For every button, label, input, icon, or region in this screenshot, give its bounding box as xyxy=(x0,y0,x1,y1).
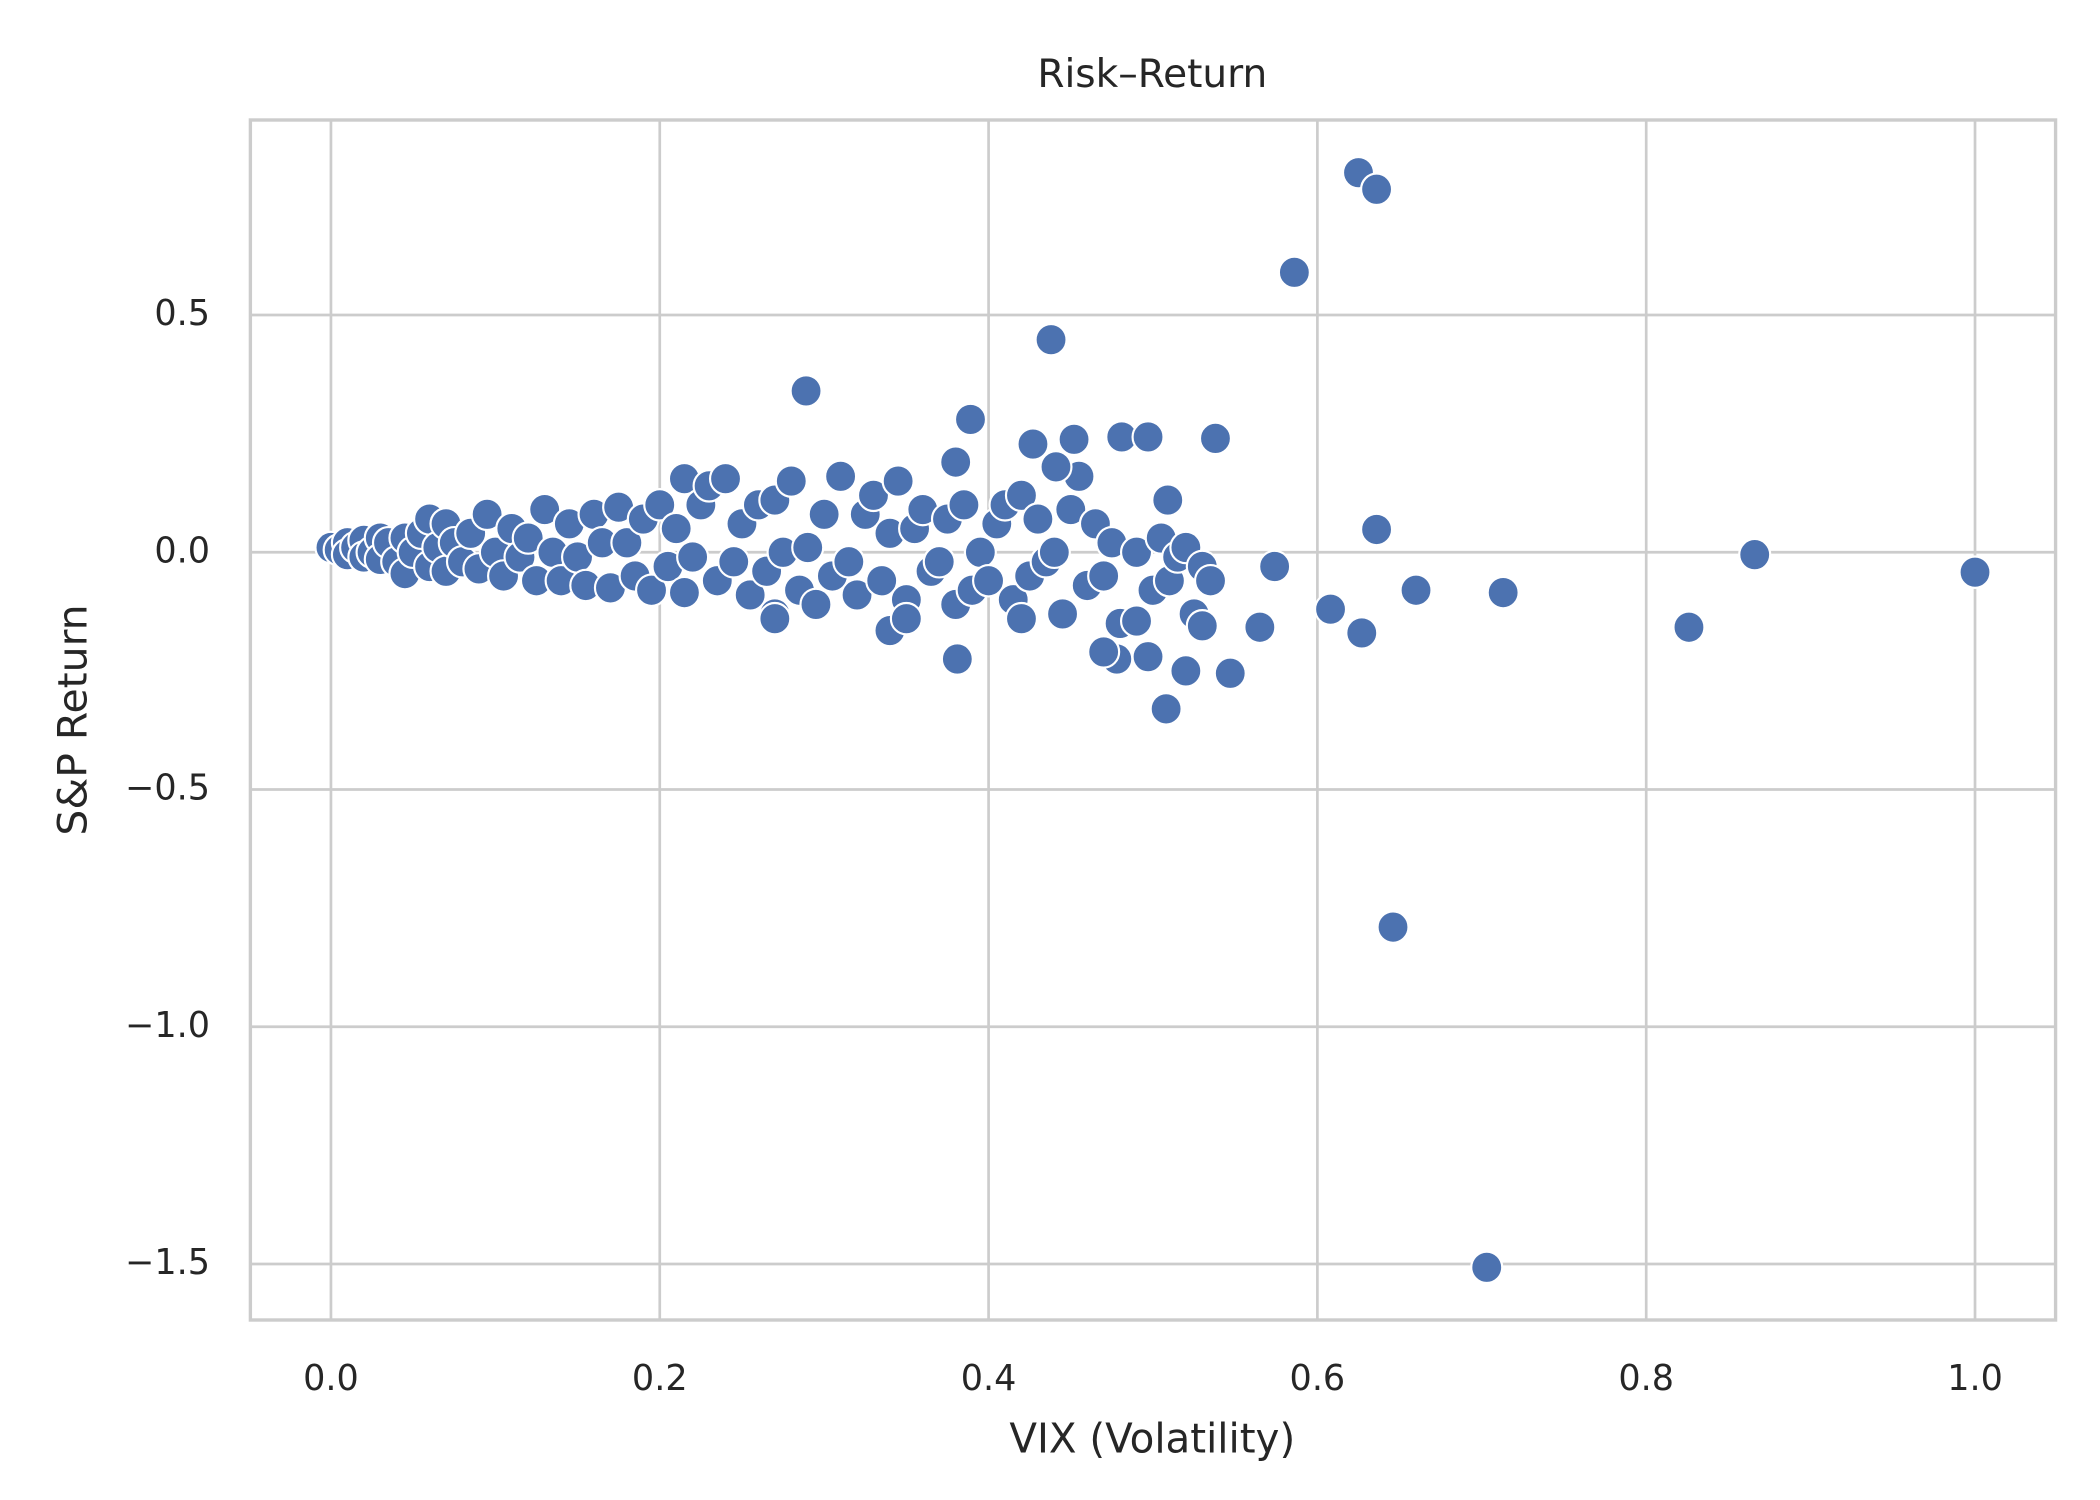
point xyxy=(1185,609,1219,643)
point xyxy=(789,374,823,408)
point xyxy=(1149,692,1183,726)
y-tick-label: 0.0 xyxy=(154,530,210,571)
point xyxy=(1470,1250,1504,1285)
point xyxy=(1119,604,1154,638)
point xyxy=(1131,639,1165,674)
point xyxy=(865,563,899,598)
point xyxy=(1345,616,1379,650)
point xyxy=(667,575,701,610)
point xyxy=(1039,450,1073,484)
point xyxy=(1004,601,1039,636)
x-tick-label: 0.8 xyxy=(1618,1358,1674,1399)
point xyxy=(1193,563,1228,598)
point xyxy=(643,488,677,522)
point xyxy=(1045,597,1080,631)
point xyxy=(634,573,669,607)
point xyxy=(1958,555,1992,589)
point xyxy=(1131,420,1165,454)
x-tick-label: 0.0 xyxy=(303,1358,359,1399)
point xyxy=(659,511,693,546)
point xyxy=(1277,255,1311,290)
x-tick-label: 0.6 xyxy=(1290,1358,1346,1399)
point xyxy=(1198,421,1233,456)
point xyxy=(528,492,562,527)
point xyxy=(1087,635,1121,669)
point xyxy=(1004,478,1039,513)
point xyxy=(676,540,710,574)
point xyxy=(1054,492,1088,527)
point xyxy=(1034,322,1068,357)
point xyxy=(1360,512,1394,547)
point xyxy=(1213,656,1247,691)
point xyxy=(856,478,891,513)
x-tick-label: 0.4 xyxy=(961,1358,1017,1399)
point xyxy=(1399,573,1433,607)
y-tick-label: −0.5 xyxy=(125,767,210,808)
point xyxy=(791,530,825,565)
y-tick-label: −1.0 xyxy=(125,1005,210,1046)
point xyxy=(953,402,988,437)
point xyxy=(807,497,841,532)
point xyxy=(1243,610,1277,645)
points xyxy=(314,155,1992,1285)
point xyxy=(922,544,956,579)
point xyxy=(1021,502,1055,536)
point xyxy=(733,578,767,612)
point xyxy=(1057,422,1091,457)
point xyxy=(824,459,858,494)
x-tick-label: 1.0 xyxy=(1947,1358,2003,1399)
point xyxy=(1087,559,1121,593)
point xyxy=(1672,610,1706,645)
point xyxy=(1360,172,1394,207)
y-tick-label: −1.5 xyxy=(125,1242,210,1283)
x-axis-label: VIX (Volatility) xyxy=(1009,1414,1295,1462)
point xyxy=(832,544,866,579)
point xyxy=(1119,535,1154,570)
point xyxy=(840,578,874,612)
point xyxy=(972,563,1006,598)
y-axis-label: S&P Return xyxy=(49,604,97,835)
y-tick-label: 0.5 xyxy=(154,293,210,334)
plot-frame xyxy=(248,118,2058,1322)
point xyxy=(708,461,743,496)
point xyxy=(889,601,923,636)
chart-title: Risk–Return xyxy=(1037,52,1267,97)
point xyxy=(1313,592,1348,626)
point xyxy=(1169,654,1203,688)
point xyxy=(774,464,808,498)
point xyxy=(1016,427,1050,461)
point xyxy=(947,488,981,522)
point xyxy=(610,526,644,560)
point xyxy=(1376,910,1410,944)
point xyxy=(799,587,833,622)
point xyxy=(1037,535,1071,570)
point xyxy=(963,535,997,570)
point xyxy=(1151,483,1185,517)
point xyxy=(1258,549,1292,584)
point xyxy=(470,497,504,532)
point xyxy=(758,601,792,636)
point xyxy=(940,642,974,676)
x-tick-label: 0.2 xyxy=(632,1358,688,1399)
point xyxy=(1486,575,1520,610)
point xyxy=(939,445,973,479)
point xyxy=(511,521,545,555)
point xyxy=(717,544,751,579)
point xyxy=(1738,537,1772,572)
point xyxy=(881,464,915,498)
